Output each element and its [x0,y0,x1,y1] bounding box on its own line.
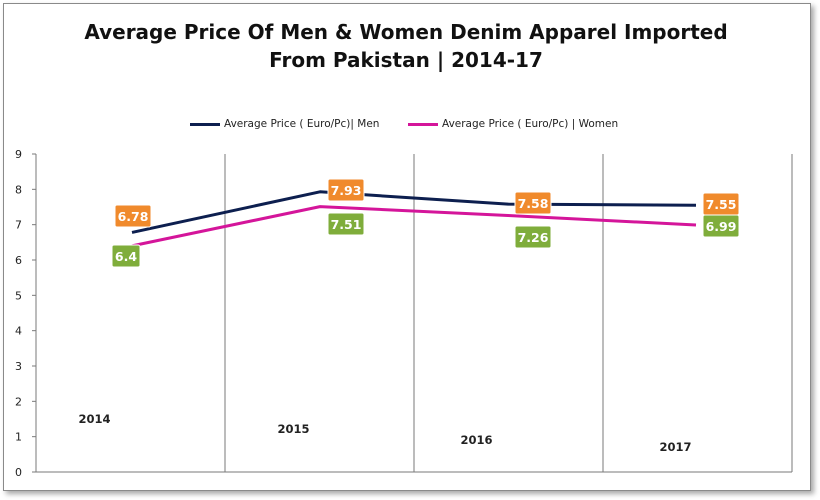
data-label-box-men [114,204,152,228]
chart-legend: Average Price ( Euro/Pc)| Men Average Pr… [0,118,812,138]
data-label-women: 7.26 [518,230,549,245]
legend-label-men: Average Price ( Euro/Pc)| Men [224,118,380,130]
data-label-box-women [514,225,552,249]
y-tick-label: 2 [15,395,22,408]
series-line-women [131,205,697,248]
x-category-label: 2014 [78,412,110,426]
data-label-box-men [514,191,552,215]
y-tick-label: 6 [15,254,22,267]
y-tick-label: 9 [15,148,22,161]
legend-label-women: Average Price ( Euro/Pc) | Women [442,118,619,130]
data-label-men: 7.93 [331,183,362,198]
data-label-men: 7.58 [518,196,549,211]
data-label-men: 7.55 [706,197,737,212]
y-tick-label: 8 [15,183,22,196]
data-label-women: 7.51 [331,217,362,232]
legend-item-women: Average Price ( Euro/Pc) | Women [408,118,618,130]
data-label-women: 6.4 [115,249,137,264]
x-category-label: 2015 [277,422,309,436]
data-label-box-women [327,212,365,236]
legend-swatch-men [190,122,220,126]
y-tick-label: 3 [15,360,22,373]
y-tick-label: 4 [15,325,22,338]
x-category-label: 2016 [460,433,492,447]
x-category-label: 2017 [659,440,691,454]
chart-title-line-1: Average Price Of Men & Women Denim Appar… [84,20,728,44]
y-tick-label: 7 [15,219,22,232]
y-tick-label: 1 [15,431,22,444]
data-label-women: 6.99 [706,219,737,234]
data-label-men: 6.78 [118,209,149,224]
y-tick-label: 0 [15,466,22,479]
data-label-box-women [702,214,740,238]
legend-item-men: Average Price ( Euro/Pc)| Men [190,118,379,130]
data-label-box-men [327,178,365,202]
data-label-box-women [111,244,141,268]
chart-title-line-2: From Pakistan | 2014-17 [269,48,543,72]
legend-swatch-women [408,122,438,126]
chart-title: Average Price Of Men & Women Denim Appar… [0,18,812,74]
series-line-men [131,190,697,234]
y-tick-label: 5 [15,289,22,302]
